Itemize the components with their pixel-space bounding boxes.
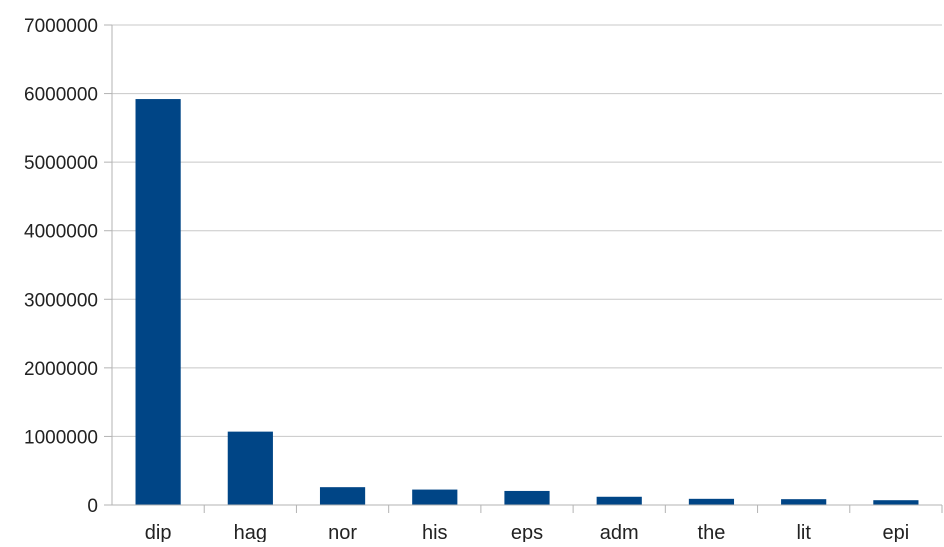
x-tick-label-adm: adm bbox=[600, 522, 639, 542]
x-tick-label-hag: hag bbox=[234, 522, 267, 542]
bar-the bbox=[688, 498, 735, 505]
x-tick-label-the: the bbox=[698, 522, 726, 542]
x-tick-label-epi: epi bbox=[883, 522, 910, 542]
y-axis-tick-labels: 0 1000000 2000000 3000000 4000000 5000000 6000… bbox=[24, 16, 98, 517]
x-tick-label-his: his bbox=[422, 522, 448, 542]
bar-eps bbox=[504, 490, 550, 505]
y-tick-label: 3000000 bbox=[24, 290, 98, 311]
bar-lit bbox=[781, 499, 827, 505]
bar-hag bbox=[227, 431, 273, 505]
bars bbox=[135, 99, 919, 506]
x-tick-label-dip: dip bbox=[145, 522, 172, 542]
y-tick-label: 5000000 bbox=[24, 153, 98, 174]
bar-adm bbox=[596, 496, 642, 505]
y-tick-label: 4000000 bbox=[24, 222, 98, 243]
bar-epi bbox=[873, 500, 919, 505]
gridlines bbox=[112, 24, 942, 437]
bar-nor bbox=[319, 487, 366, 505]
x-tick-label-lit: lit bbox=[796, 522, 811, 542]
y-tick-label: 0 bbox=[87, 496, 98, 517]
bar-dip bbox=[135, 99, 181, 506]
y-tick-label: 1000000 bbox=[24, 427, 98, 448]
y-tick-label: 2000000 bbox=[24, 359, 98, 380]
bar-his bbox=[412, 489, 458, 505]
axes bbox=[104, 24, 943, 513]
x-tick-label-nor: nor bbox=[328, 522, 357, 542]
x-tick-label-eps: eps bbox=[511, 522, 543, 542]
x-axis-tick-labels: dip hag nor his eps adm the lit epi bbox=[145, 522, 910, 544]
y-tick-label: 6000000 bbox=[24, 85, 98, 106]
y-tick-label: 7000000 bbox=[24, 16, 98, 37]
